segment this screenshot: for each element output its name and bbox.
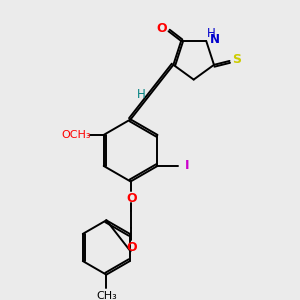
- Text: OCH₃: OCH₃: [62, 130, 91, 140]
- Text: I: I: [185, 160, 190, 172]
- Text: O: O: [126, 193, 137, 206]
- Text: H: H: [207, 27, 215, 40]
- Text: O: O: [126, 241, 137, 254]
- Text: H: H: [137, 88, 146, 100]
- Text: CH₃: CH₃: [96, 291, 117, 300]
- Text: O: O: [156, 22, 167, 35]
- Text: N: N: [210, 32, 220, 46]
- Text: S: S: [232, 53, 241, 67]
